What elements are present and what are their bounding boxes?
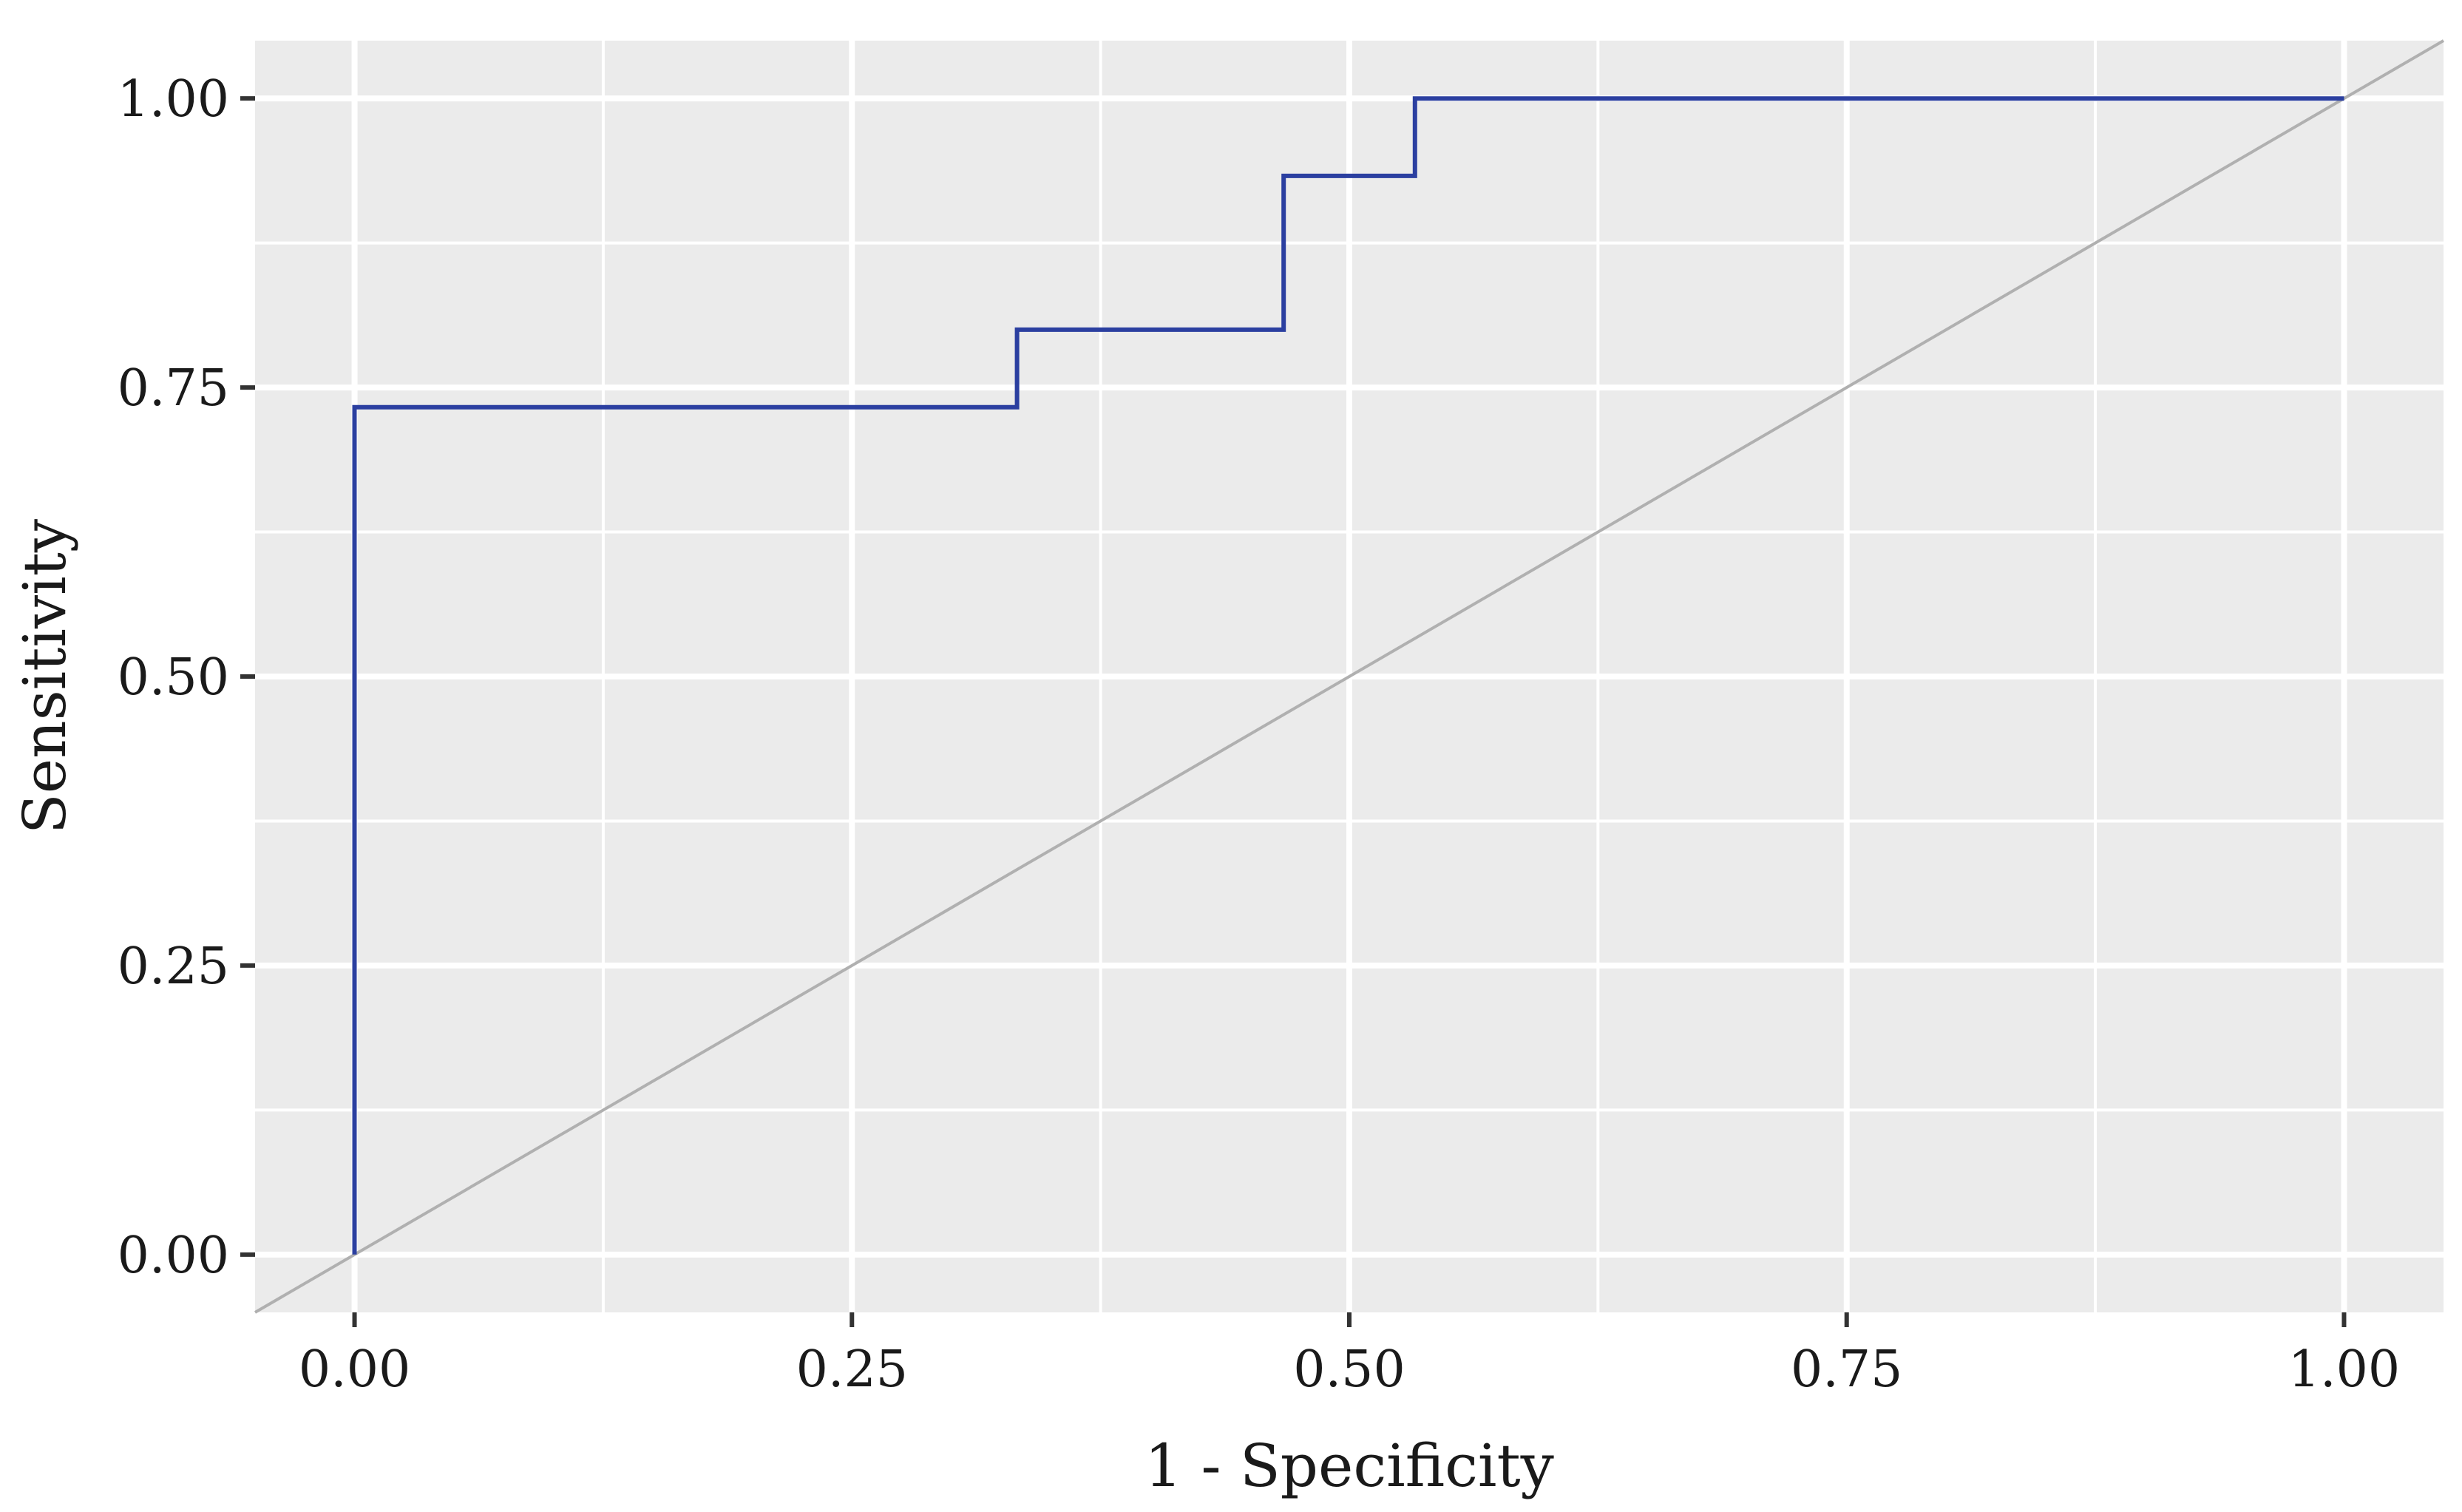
y-tick-label: 0.25	[118, 938, 229, 996]
x-tick-label: 0.25	[796, 1340, 908, 1399]
y-tick-label: 0.50	[118, 648, 229, 707]
y-tick-label: 0.00	[118, 1227, 229, 1285]
x-tick-label: 0.50	[1293, 1340, 1405, 1399]
reference-layer	[254, 39, 2445, 1314]
x-tick-label: 0.00	[299, 1340, 410, 1399]
x-axis-title: 1 - Specificity	[1144, 1431, 1554, 1500]
x-axis: 0.00 0.25 0.50 0.75 1.00	[299, 1312, 2400, 1399]
roc-curve-line	[352, 96, 2344, 1255]
y-tick-label: 0.75	[118, 359, 229, 418]
reference-diagonal-line	[254, 39, 2445, 1314]
x-tick-label: 0.75	[1791, 1340, 1902, 1399]
x-tick-label: 1.00	[2288, 1340, 2400, 1399]
y-axis-title: Sensitivity	[10, 519, 79, 834]
y-axis: 0.00 0.25 0.50 0.75 1.00	[118, 70, 255, 1285]
y-tick-label: 1.00	[118, 70, 229, 129]
series-layer	[352, 96, 2344, 1255]
